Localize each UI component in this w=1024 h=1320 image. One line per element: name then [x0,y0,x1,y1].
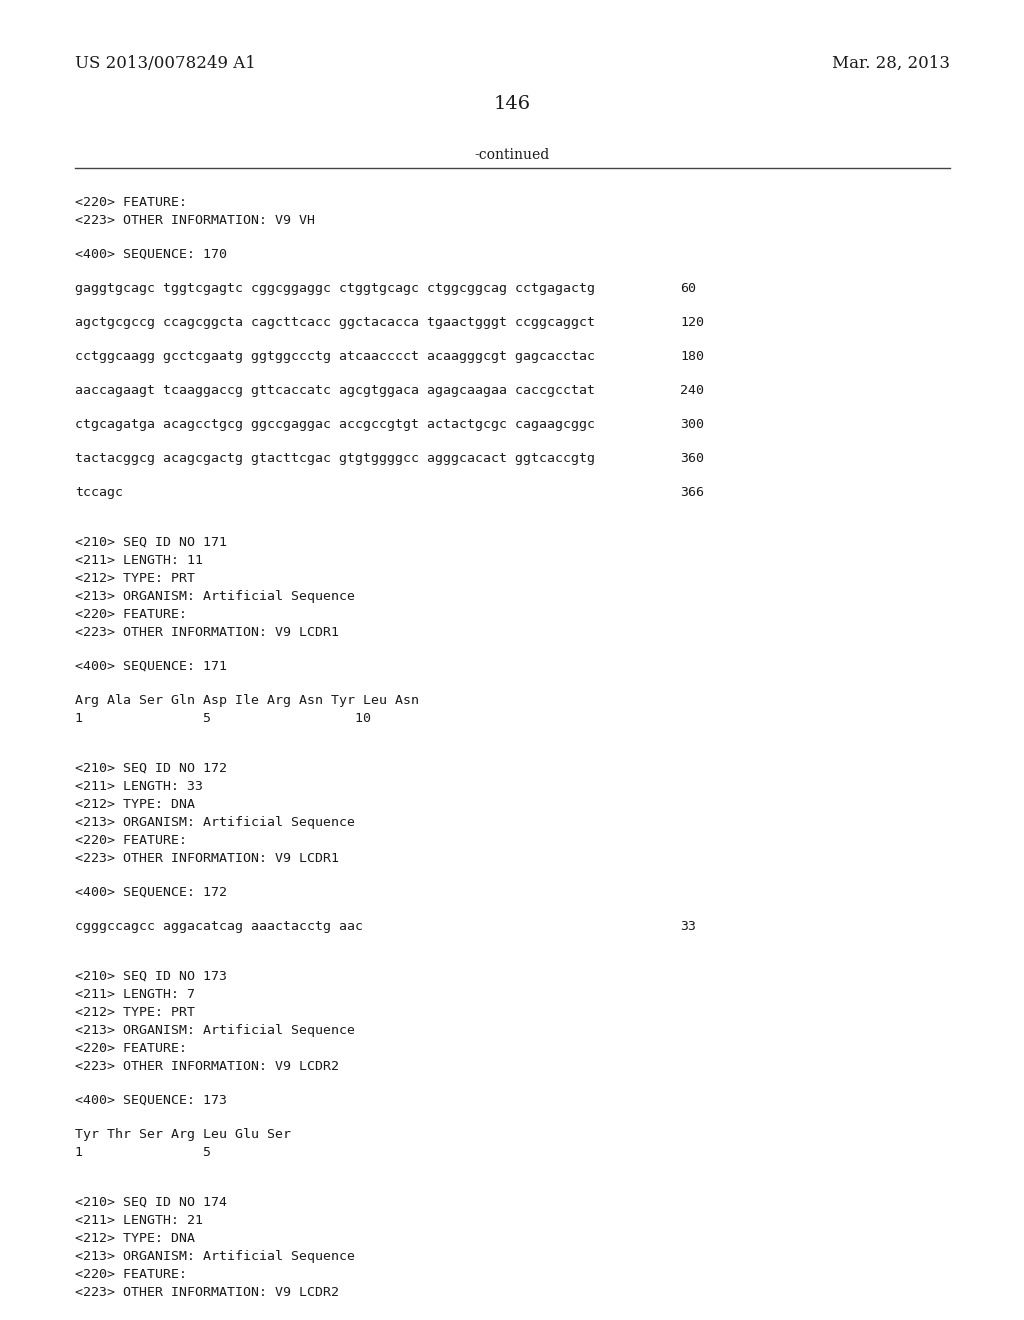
Text: <213> ORGANISM: Artificial Sequence: <213> ORGANISM: Artificial Sequence [75,1250,355,1263]
Text: <220> FEATURE:: <220> FEATURE: [75,1269,187,1280]
Text: ctgcagatga acagcctgcg ggccgaggac accgccgtgt actactgcgc cagaagcggc: ctgcagatga acagcctgcg ggccgaggac accgccg… [75,418,595,432]
Text: Arg Ala Ser Gln Asp Ile Arg Asn Tyr Leu Asn: Arg Ala Ser Gln Asp Ile Arg Asn Tyr Leu … [75,694,419,708]
Text: <223> OTHER INFORMATION: V9 VH: <223> OTHER INFORMATION: V9 VH [75,214,315,227]
Text: <400> SEQUENCE: 173: <400> SEQUENCE: 173 [75,1094,227,1107]
Text: cgggccagcc aggacatcag aaactacctg aac: cgggccagcc aggacatcag aaactacctg aac [75,920,362,933]
Text: agctgcgccg ccagcggcta cagcttcacc ggctacacca tgaactgggt ccggcaggct: agctgcgccg ccagcggcta cagcttcacc ggctaca… [75,315,595,329]
Text: US 2013/0078249 A1: US 2013/0078249 A1 [75,55,256,73]
Text: <210> SEQ ID NO 171: <210> SEQ ID NO 171 [75,536,227,549]
Text: <210> SEQ ID NO 174: <210> SEQ ID NO 174 [75,1196,227,1209]
Text: 60: 60 [680,282,696,294]
Text: <213> ORGANISM: Artificial Sequence: <213> ORGANISM: Artificial Sequence [75,590,355,603]
Text: tccagc: tccagc [75,486,123,499]
Text: aaccagaagt tcaaggaccg gttcaccatc agcgtggaca agagcaagaa caccgcctat: aaccagaagt tcaaggaccg gttcaccatc agcgtgg… [75,384,595,397]
Text: <213> ORGANISM: Artificial Sequence: <213> ORGANISM: Artificial Sequence [75,816,355,829]
Text: <220> FEATURE:: <220> FEATURE: [75,195,187,209]
Text: 146: 146 [494,95,530,114]
Text: <400> SEQUENCE: 171: <400> SEQUENCE: 171 [75,660,227,673]
Text: <212> TYPE: DNA: <212> TYPE: DNA [75,1232,195,1245]
Text: 180: 180 [680,350,705,363]
Text: Tyr Thr Ser Arg Leu Glu Ser: Tyr Thr Ser Arg Leu Glu Ser [75,1129,291,1140]
Text: <210> SEQ ID NO 172: <210> SEQ ID NO 172 [75,762,227,775]
Text: <211> LENGTH: 11: <211> LENGTH: 11 [75,554,203,568]
Text: cctggcaagg gcctcgaatg ggtggccctg atcaacccct acaagggcgt gagcacctac: cctggcaagg gcctcgaatg ggtggccctg atcaacc… [75,350,595,363]
Text: 33: 33 [680,920,696,933]
Text: tactacggcg acagcgactg gtacttcgac gtgtggggcc agggcacact ggtcaccgtg: tactacggcg acagcgactg gtacttcgac gtgtggg… [75,451,595,465]
Text: 1               5                  10: 1 5 10 [75,711,371,725]
Text: Mar. 28, 2013: Mar. 28, 2013 [831,55,950,73]
Text: 366: 366 [680,486,705,499]
Text: <223> OTHER INFORMATION: V9 LCDR2: <223> OTHER INFORMATION: V9 LCDR2 [75,1060,339,1073]
Text: 240: 240 [680,384,705,397]
Text: <220> FEATURE:: <220> FEATURE: [75,834,187,847]
Text: <223> OTHER INFORMATION: V9 LCDR1: <223> OTHER INFORMATION: V9 LCDR1 [75,851,339,865]
Text: <211> LENGTH: 33: <211> LENGTH: 33 [75,780,203,793]
Text: <400> SEQUENCE: 170: <400> SEQUENCE: 170 [75,248,227,261]
Text: <210> SEQ ID NO 173: <210> SEQ ID NO 173 [75,970,227,983]
Text: 360: 360 [680,451,705,465]
Text: <223> OTHER INFORMATION: V9 LCDR1: <223> OTHER INFORMATION: V9 LCDR1 [75,626,339,639]
Text: <220> FEATURE:: <220> FEATURE: [75,609,187,620]
Text: <212> TYPE: PRT: <212> TYPE: PRT [75,1006,195,1019]
Text: 300: 300 [680,418,705,432]
Text: <211> LENGTH: 21: <211> LENGTH: 21 [75,1214,203,1228]
Text: <212> TYPE: DNA: <212> TYPE: DNA [75,799,195,810]
Text: 120: 120 [680,315,705,329]
Text: <211> LENGTH: 7: <211> LENGTH: 7 [75,987,195,1001]
Text: 1               5: 1 5 [75,1146,211,1159]
Text: <223> OTHER INFORMATION: V9 LCDR2: <223> OTHER INFORMATION: V9 LCDR2 [75,1286,339,1299]
Text: <400> SEQUENCE: 172: <400> SEQUENCE: 172 [75,886,227,899]
Text: <212> TYPE: PRT: <212> TYPE: PRT [75,572,195,585]
Text: <213> ORGANISM: Artificial Sequence: <213> ORGANISM: Artificial Sequence [75,1024,355,1038]
Text: gaggtgcagc tggtcgagtc cggcggaggc ctggtgcagc ctggcggcag cctgagactg: gaggtgcagc tggtcgagtc cggcggaggc ctggtgc… [75,282,595,294]
Text: <220> FEATURE:: <220> FEATURE: [75,1041,187,1055]
Text: -continued: -continued [474,148,550,162]
